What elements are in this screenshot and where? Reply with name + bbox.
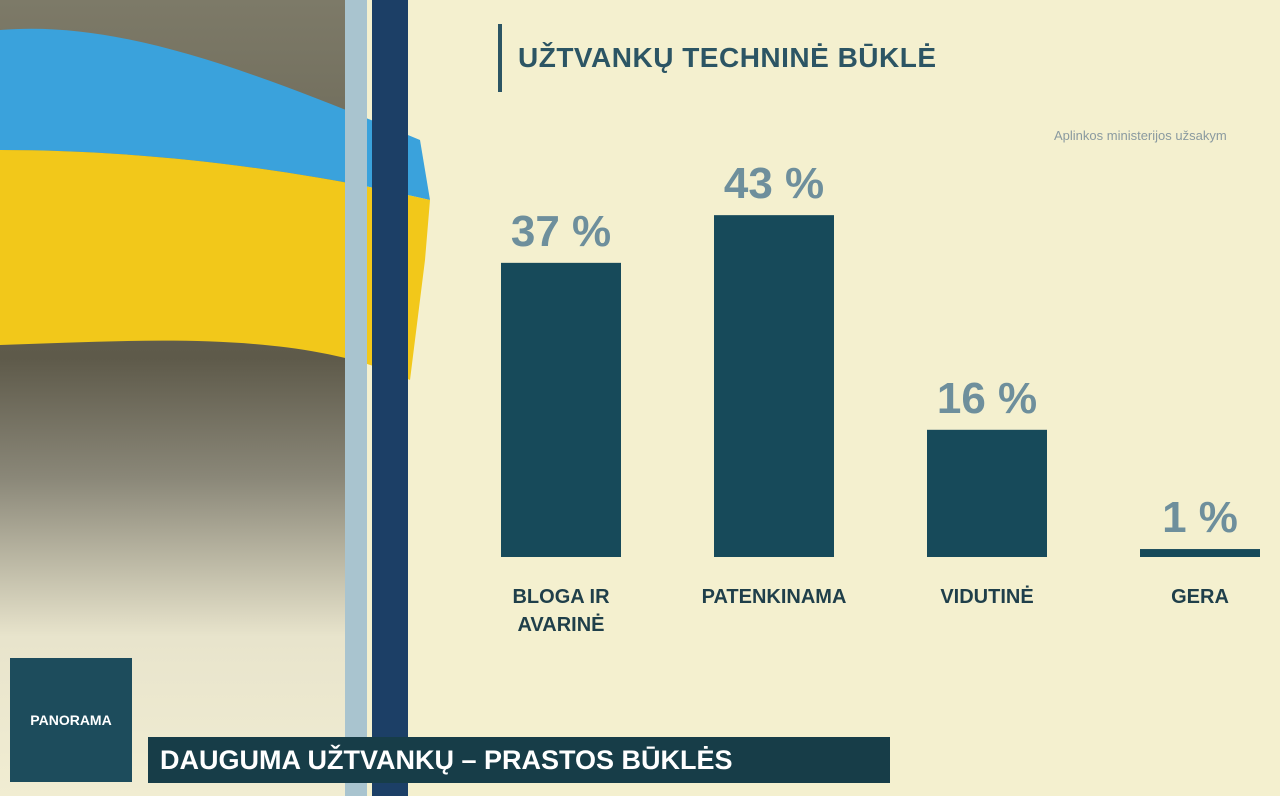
value-label: 37 % [510, 206, 612, 256]
title-bar [498, 24, 502, 92]
channel-logo: PANORAMA [10, 658, 132, 782]
flag-blue [0, 28, 430, 200]
bar [501, 262, 621, 557]
bar [927, 429, 1047, 557]
category-label: VIDUTINĖ [940, 586, 1034, 608]
value-label: 16 % [936, 373, 1038, 423]
headline: DAUGUMA UŽTVANKŲ – PRASTOS BŪKLĖS [148, 737, 890, 783]
source-note: Aplinkos ministerijos užsakym [1054, 128, 1227, 143]
flag-yellow [0, 150, 430, 380]
category-label: GERA [1171, 586, 1229, 608]
stripe [372, 0, 408, 796]
chart-title: UŽTVANKŲ TECHNINĖ BŪKLĖ [518, 42, 937, 73]
category-label: BLOGA IR AVARINĖ [512, 586, 610, 636]
value-label: 1 % [1162, 493, 1238, 543]
category-label: PATENKINAMA [701, 586, 847, 608]
stripe [345, 0, 367, 796]
value-label: 43 % [723, 159, 825, 209]
bar [1140, 549, 1260, 557]
bar [714, 215, 834, 557]
